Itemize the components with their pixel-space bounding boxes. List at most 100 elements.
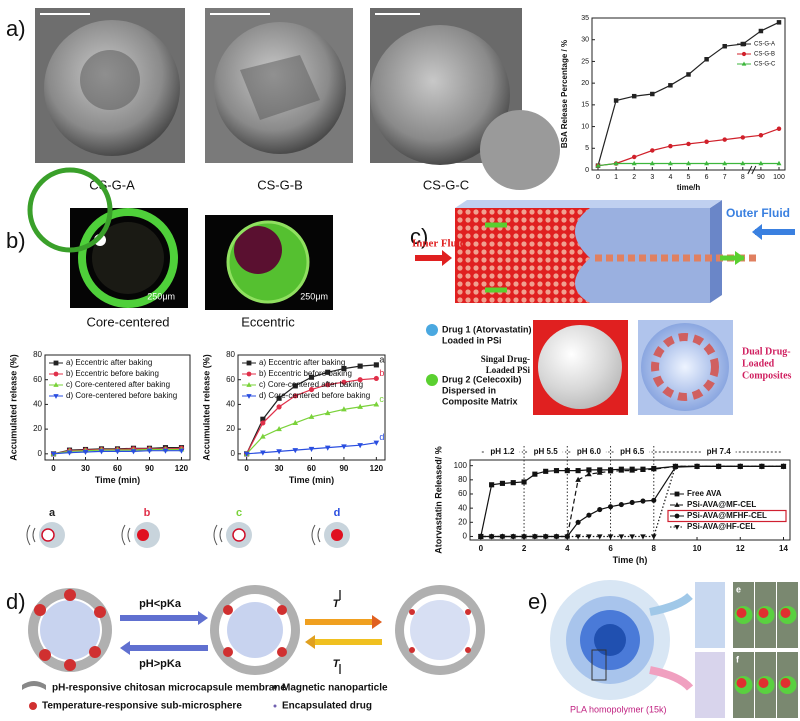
x-tick-label: 6 [705,174,709,181]
x-tick-label: 0 [479,544,484,553]
diagram-label: Inner Fluid [412,238,466,250]
marker [146,448,153,454]
phase-label: pH 1.2 [490,447,515,456]
x-tick-label: 2 [632,174,636,181]
scale-bar-label: 250μm [300,291,328,301]
phase-label-bg [701,446,736,458]
series-end-label: c [379,394,384,404]
marker [704,57,709,62]
legend-text: Temperature-responsive sub-microsphere [42,701,242,712]
axis-break [747,165,757,175]
legend-text: c) Core-centered after baking [66,380,170,389]
y-tick-label: 0 [231,449,236,458]
marker [564,534,571,540]
y-tick-label: 80 [226,350,235,359]
y-tick-label: 20 [226,424,235,433]
legend-marker [674,525,680,530]
y-tick-label: 35 [581,15,589,22]
fluorescence-tiles: ef [733,582,798,718]
marker [82,449,89,456]
legend-text: b) Eccentric before baking [259,369,352,378]
marker [737,464,744,470]
tile-label: f [736,654,740,664]
phase-label: pH 7.4 [707,447,732,456]
marker [276,426,282,432]
marker [521,479,527,485]
legend-marker [53,371,59,377]
series-line [246,403,377,455]
x-tick-label: 7 [723,174,727,181]
marker [704,160,710,166]
diagram-label: Composites [742,370,792,381]
marker [607,468,614,474]
x-tick-label: 60 [113,464,122,473]
diagram-label: Loaded in PSi [442,335,502,345]
marker [292,383,298,389]
marker [586,471,592,477]
marker [640,498,646,504]
marker [276,449,282,455]
capsule-icons [26,522,350,548]
marker [553,534,560,540]
x-tick-label: 14 [779,544,788,553]
marker [308,413,315,419]
marker [162,448,169,454]
marker [618,502,624,508]
x-tick-label: 10 [693,544,702,553]
marker [758,133,764,138]
marker [98,449,105,455]
marker [308,446,315,452]
marker [276,404,282,410]
legend-marker [246,371,252,377]
marker [521,534,527,540]
x-tick-label: 30 [275,464,284,473]
phase-label-bg [571,446,606,458]
phase-label-bg [615,446,650,458]
x-axis-label: Time (min) [95,475,140,485]
marker [564,468,570,474]
y-tick-label: 0 [38,449,43,458]
marker [178,448,185,454]
marker [373,375,379,382]
series-line [597,128,780,167]
icon-label: b [144,507,151,519]
legend-text: a) Eccentric after baking [259,358,345,367]
micro-core [780,678,791,688]
marker [629,534,635,540]
series-end-label: b [379,368,384,378]
marker [324,445,331,451]
marker [613,160,619,166]
marker [607,504,614,510]
diagram-label: Dispersed in [442,385,496,395]
caption: CS-G-B [257,177,303,192]
y-axis-label: Accumulated release (%) [202,354,212,461]
panel-label: a) [6,16,26,41]
marker [650,534,657,540]
caption: Core-centered [86,314,169,329]
marker [130,449,137,455]
marker [776,160,782,166]
marker [758,28,764,34]
micrographs [27,167,333,310]
marker [596,469,603,475]
x-tick-label: 120 [370,464,384,473]
marker [499,534,506,540]
marker [686,72,691,77]
x-tick-label: 0 [51,464,56,473]
diagram-label: Composite Matrix [442,396,518,406]
marker [722,137,727,142]
marker [586,534,592,540]
scale-bar-label: 250μm [147,291,175,301]
y-tick-label: 60 [33,375,42,384]
legend-text: pH-responsive chitosan microcapsule memb… [52,683,286,694]
y-tick-label: 0 [585,167,589,174]
y-tick-label: 80 [33,350,42,359]
marker [631,154,637,160]
marker [704,139,709,145]
marker [650,466,657,472]
chart: 0 20 40 60 80 100 0 2 4 6 8 10 12 14 Time (h) Atorvasta… [434,446,791,565]
legend-marker [246,382,252,387]
marker [575,519,581,525]
y-tick-label: 40 [226,400,235,409]
